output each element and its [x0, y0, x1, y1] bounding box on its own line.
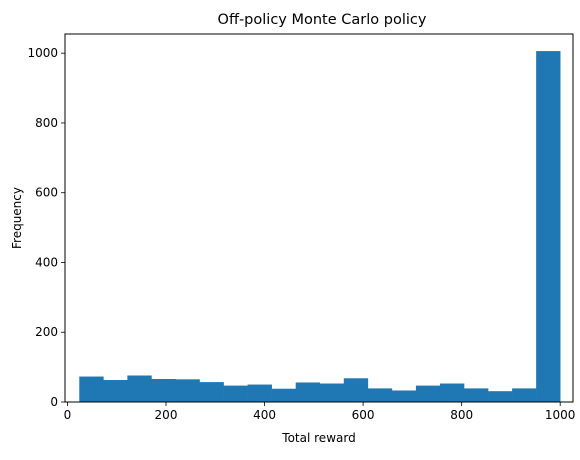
histogram-bar — [512, 388, 537, 402]
y-tick-label: 0 — [50, 395, 58, 409]
chart-title: Off-policy Monte Carlo policy — [218, 12, 427, 28]
x-tick-label: 200 — [155, 408, 178, 422]
histogram-bar — [295, 382, 321, 402]
histogram-bar — [367, 388, 393, 402]
histogram-bar — [488, 391, 513, 402]
x-tick-label: 1000 — [545, 408, 576, 422]
histogram-bars — [79, 51, 561, 402]
histogram-bar — [103, 380, 128, 402]
histogram-bar — [319, 383, 345, 402]
x-axis-ticks: 0 200 400 600 800 1000 — [64, 402, 576, 422]
histogram-bar — [439, 383, 465, 402]
histogram-bar — [415, 385, 441, 402]
histogram-bar — [464, 388, 489, 402]
x-tick-label: 400 — [253, 408, 276, 422]
histogram-bar — [151, 378, 176, 402]
histogram-bar — [199, 382, 224, 402]
y-axis-label: Frequency — [10, 187, 24, 249]
histogram-bar — [391, 390, 417, 402]
histogram-bar — [79, 376, 104, 402]
histogram-bar — [175, 379, 200, 402]
x-axis-label: Total reward — [281, 431, 355, 445]
plot-frame — [64, 33, 574, 403]
histogram-bar — [247, 384, 272, 402]
y-tick-label: 200 — [35, 325, 58, 339]
y-tick-label: 400 — [35, 255, 58, 269]
histogram-bar — [536, 51, 561, 402]
x-tick-label: 0 — [64, 408, 72, 422]
y-tick-label: 600 — [35, 186, 58, 200]
histogram-bar — [223, 385, 248, 402]
histogram-bar — [343, 378, 369, 402]
x-tick-label: 600 — [352, 408, 375, 422]
histogram-bar — [271, 388, 296, 402]
x-tick-label: 800 — [450, 408, 473, 422]
y-tick-label: 1000 — [27, 46, 58, 60]
y-tick-label: 800 — [35, 116, 58, 130]
y-axis-ticks: 0 200 400 600 800 1000 — [27, 46, 65, 409]
histogram-bar — [127, 375, 152, 402]
